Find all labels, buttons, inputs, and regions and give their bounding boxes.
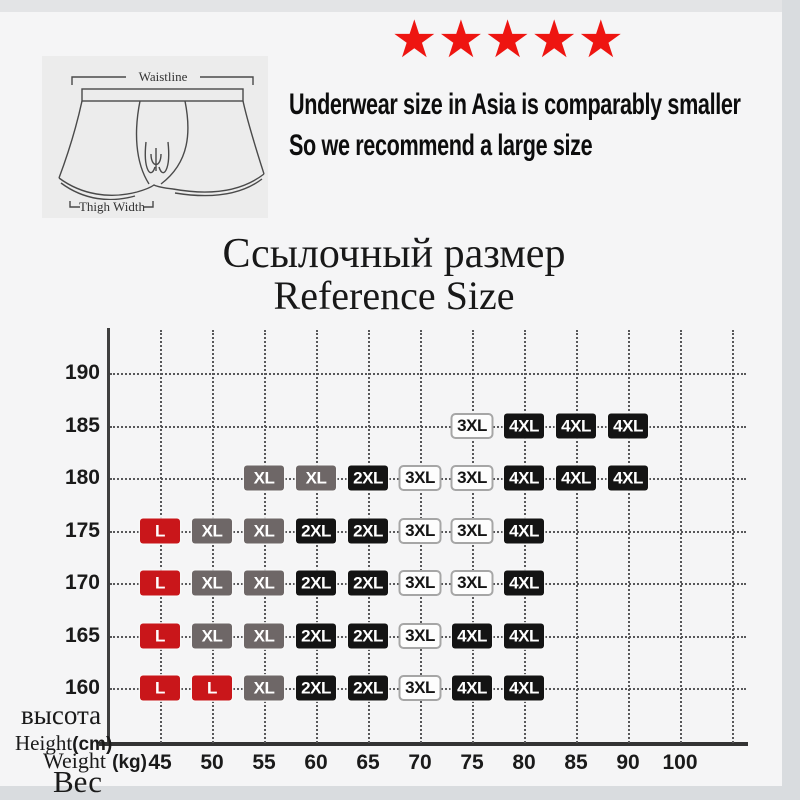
size-badge: 2XL xyxy=(348,570,388,596)
gridline-vertical xyxy=(732,330,734,743)
y-tick-label: 160 xyxy=(64,676,100,699)
x-tick-label: 50 xyxy=(200,751,224,774)
height-label: Height xyxy=(15,731,73,755)
chart-title-russian: Ссылочный размер xyxy=(222,231,566,277)
size-badge: 4XL xyxy=(504,675,544,701)
x-tick-label: 75 xyxy=(460,751,484,774)
size-badge: 2XL xyxy=(348,518,388,543)
top-margin-strip xyxy=(0,0,800,12)
size-badge: 4XL xyxy=(556,413,596,438)
size-badge: 2XL xyxy=(296,675,336,701)
y-tick-label: 175 xyxy=(64,518,100,542)
size-badge: 3XL xyxy=(450,465,494,491)
size-badge: XL xyxy=(192,570,232,596)
thigh-width-label: Thigh Width xyxy=(79,199,146,214)
x-tick-label: 80 xyxy=(512,751,536,774)
size-badge: 3XL xyxy=(398,570,442,596)
bottom-margin-strip xyxy=(0,786,800,800)
gridline-vertical xyxy=(628,330,630,743)
size-badge: XL xyxy=(192,518,232,543)
size-badge: XL xyxy=(244,518,284,543)
size-badge: 4XL xyxy=(608,465,648,491)
size-badge: 4XL xyxy=(504,413,544,438)
size-badge: XL xyxy=(296,465,336,491)
size-badge: 3XL xyxy=(398,675,442,701)
size-badge: 2XL xyxy=(296,518,336,543)
x-axis-caption-ru: Вес xyxy=(53,764,102,799)
star-rating-icons: ★★★★★ xyxy=(391,10,625,70)
size-badge: 2XL xyxy=(348,623,388,648)
size-badge: 4XL xyxy=(504,570,544,596)
x-tick-label: 65 xyxy=(356,751,380,774)
size-badge: 2XL xyxy=(348,675,388,701)
x-axis-caption-en: Weight (kg) xyxy=(43,748,147,774)
size-badge: 3XL xyxy=(398,622,442,649)
height-unit-label: (cm) xyxy=(72,734,113,755)
size-badge: L xyxy=(140,518,180,543)
size-badge: L xyxy=(140,570,180,596)
y-axis-caption-ru: высота xyxy=(21,700,102,730)
gridline-vertical xyxy=(680,330,682,743)
x-tick-label: 45 xyxy=(148,751,172,774)
y-tick-label: 170 xyxy=(64,571,100,594)
size-badge: L xyxy=(192,675,232,701)
size-badge: 4XL xyxy=(608,413,648,438)
size-badge: 2XL xyxy=(296,623,336,648)
size-badge: 3XL xyxy=(450,570,494,596)
x-tick-label: 100 xyxy=(662,751,698,774)
chart-title-english: Reference Size xyxy=(273,273,515,318)
note-line-1: Underwear size in Asia is comparably sma… xyxy=(289,88,741,121)
size-badge: 4XL xyxy=(504,623,544,648)
gridline-vertical xyxy=(576,330,578,743)
x-tick-label: 70 xyxy=(408,751,432,774)
size-badge: 2XL xyxy=(348,465,388,491)
boxer-diagram-panel: Waistline Thigh Width xyxy=(42,56,268,218)
size-badge: 3XL xyxy=(450,412,494,439)
x-tick-label: 85 xyxy=(564,751,588,774)
size-badge: 3XL xyxy=(450,517,494,544)
x-tick-label: 60 xyxy=(304,751,328,774)
y-tick-label: 185 xyxy=(64,413,100,437)
size-badge: 2XL xyxy=(296,570,336,596)
size-badge: XL xyxy=(244,675,284,701)
size-badge: XL xyxy=(244,465,284,491)
boxer-shorts-diagram: Waistline Thigh Width xyxy=(58,69,265,214)
size-badge: 4XL xyxy=(504,518,544,543)
size-badge: 4XL xyxy=(452,675,492,701)
size-badge: 3XL xyxy=(398,517,442,544)
x-tick-label: 55 xyxy=(252,751,276,774)
x-tick-label: 90 xyxy=(616,751,640,774)
note-line-2: So we recommend a large size xyxy=(289,129,593,162)
size-badge: L xyxy=(140,675,180,701)
size-badge: XL xyxy=(192,623,232,648)
weight-label: Weight xyxy=(43,748,106,773)
size-badge: 3XL xyxy=(398,465,442,491)
size-badge: XL xyxy=(244,623,284,648)
size-badge: L xyxy=(140,623,180,648)
waistline-label: Waistline xyxy=(139,69,188,84)
x-axis-line xyxy=(99,742,748,746)
y-tick-label: 180 xyxy=(64,466,100,489)
y-tick-label: 190 xyxy=(64,361,100,384)
y-axis-line xyxy=(107,328,110,745)
size-badge: 4XL xyxy=(504,465,544,491)
size-badge: 4XL xyxy=(452,623,492,648)
size-badge: 4XL xyxy=(556,465,596,491)
right-margin-strip xyxy=(782,0,800,800)
y-tick-label: 165 xyxy=(64,623,100,647)
gridline-horizontal xyxy=(110,373,746,375)
size-badge: XL xyxy=(244,570,284,596)
gridline-horizontal xyxy=(110,425,746,428)
weight-unit-label: (kg) xyxy=(112,752,147,773)
y-axis-caption-en: Height(cm) xyxy=(15,731,112,756)
